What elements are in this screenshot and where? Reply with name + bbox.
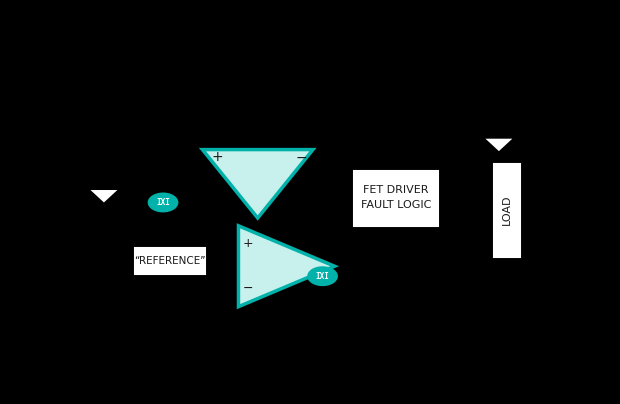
Polygon shape xyxy=(485,139,512,151)
Text: IXI: IXI xyxy=(156,198,170,207)
Bar xyxy=(354,171,438,226)
Circle shape xyxy=(307,266,338,286)
Bar xyxy=(494,164,520,257)
Text: −: − xyxy=(243,282,254,295)
Text: +: + xyxy=(243,238,254,250)
Polygon shape xyxy=(91,190,117,202)
Polygon shape xyxy=(239,226,335,307)
Text: LOAD: LOAD xyxy=(502,195,512,225)
Text: FET DRIVER: FET DRIVER xyxy=(363,185,428,195)
Polygon shape xyxy=(202,149,313,218)
Text: “REFERENCE”: “REFERENCE” xyxy=(135,256,206,266)
Circle shape xyxy=(148,193,179,213)
Text: IXI: IXI xyxy=(316,272,329,281)
Text: +: + xyxy=(211,150,223,164)
Text: FAULT LOGIC: FAULT LOGIC xyxy=(361,200,431,210)
Text: −: − xyxy=(295,150,307,164)
Bar xyxy=(135,248,205,274)
